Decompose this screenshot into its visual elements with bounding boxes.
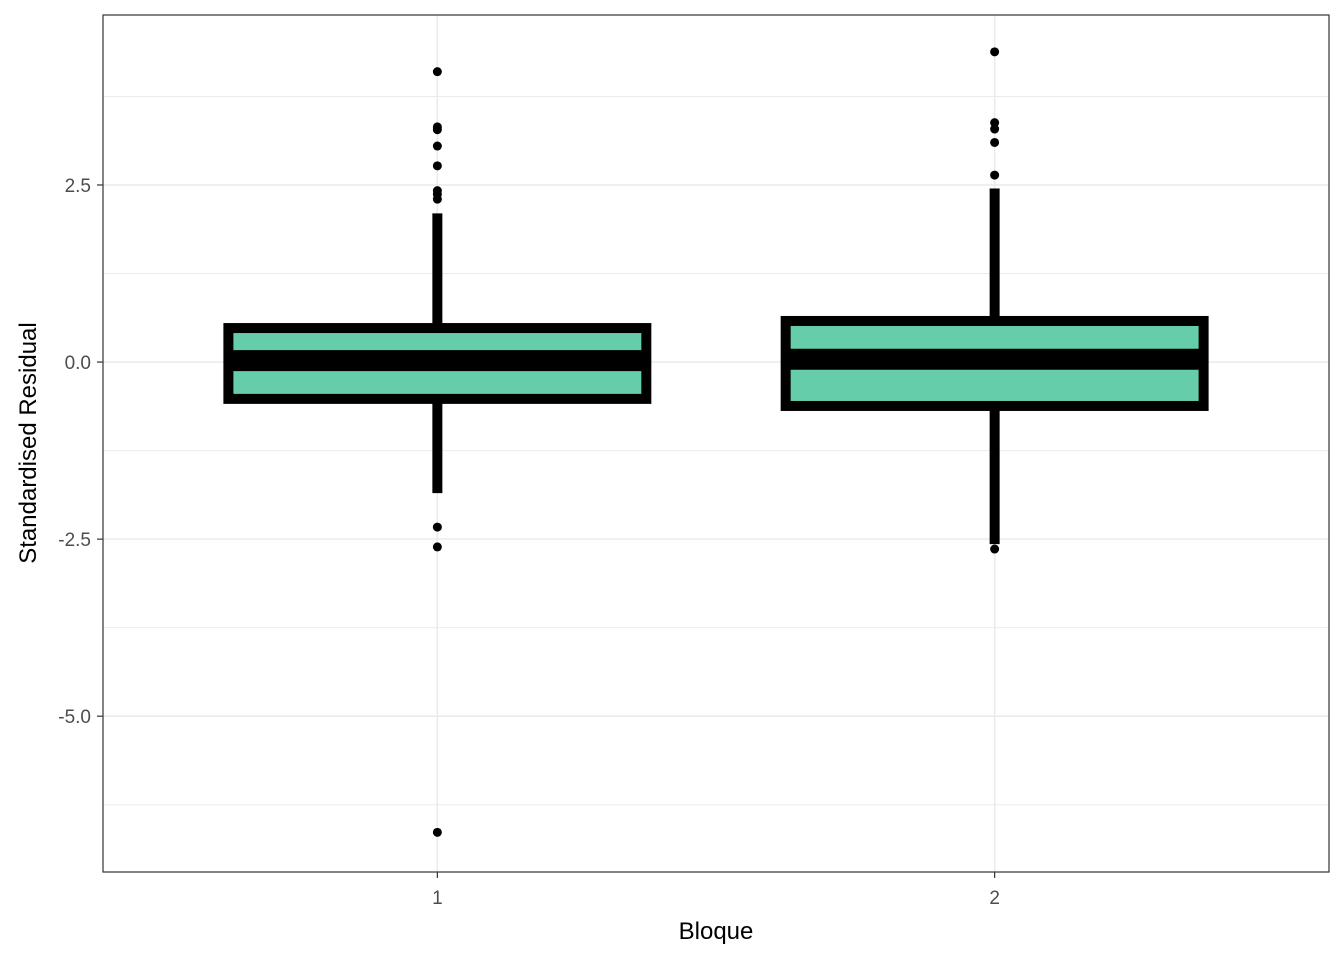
- y-axis-title: Standardised Residual: [15, 322, 42, 564]
- x-tick-label: 1: [432, 888, 443, 909]
- outlier-point: [432, 161, 442, 171]
- y-tick-label: 2.5: [65, 176, 91, 197]
- outlier-point: [432, 141, 442, 151]
- y-tick-label: -2.5: [58, 530, 91, 551]
- outlier-point: [990, 137, 1000, 147]
- y-tick-label: -5.0: [58, 707, 91, 728]
- y-tick-label: 0.0: [65, 353, 91, 374]
- outlier-point: [432, 67, 442, 77]
- outlier-point: [990, 170, 1000, 180]
- outlier-point: [990, 544, 1000, 554]
- outlier-point: [432, 542, 442, 552]
- x-axis-title: Bloque: [679, 918, 754, 945]
- outlier-point: [432, 522, 442, 532]
- outlier-point: [990, 124, 1000, 134]
- x-tick-label: 2: [989, 888, 1000, 909]
- outlier-point: [432, 125, 442, 135]
- plot-panel: [103, 15, 1329, 872]
- y-axis: 2.5 0.0 -2.5 -5.0: [58, 176, 103, 728]
- plot-border: [102, 14, 1330, 873]
- outlier-point: [990, 118, 1000, 128]
- outlier-point: [432, 194, 442, 204]
- minor-gridlines: [103, 95, 1329, 806]
- box-layer: [223, 47, 1209, 837]
- box-category-2: [780, 47, 1209, 554]
- outlier-point: [432, 827, 442, 837]
- box-category-1: [223, 67, 652, 837]
- outlier-point: [990, 47, 1000, 57]
